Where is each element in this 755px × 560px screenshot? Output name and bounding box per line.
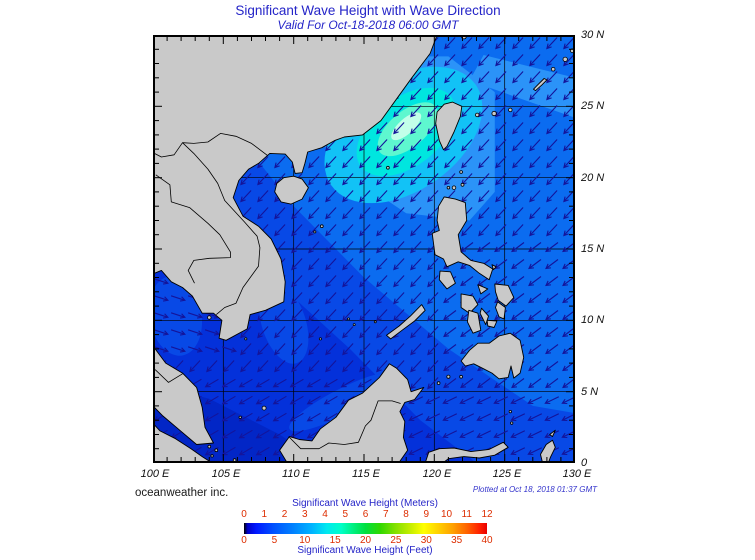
- colorbar-meters-tick: 8: [403, 509, 409, 520]
- colorbar-meters-title: Significant Wave Height (Meters): [292, 498, 438, 509]
- lon-label-120e: 120 E: [422, 468, 452, 480]
- colorbar-feet-tick: 30: [420, 535, 432, 546]
- lat-label-20n: 20 N: [581, 172, 605, 184]
- colorbar-meters-tick: 1: [261, 509, 268, 520]
- colorbar-feet-tick: 5: [271, 535, 278, 546]
- lon-label-125e: 125 E: [492, 468, 522, 480]
- colorbar-feet-tick: 15: [329, 535, 341, 546]
- colorbar-meters-tick: 9: [423, 509, 430, 520]
- lat-label-25n: 25 N: [581, 100, 605, 112]
- colorbar-meters-tick: 3: [301, 509, 308, 520]
- colorbar-meters-tick: 0: [241, 509, 247, 520]
- colorbar-meters-tick: 6: [362, 509, 369, 520]
- lat-label-30n: 30 N: [581, 29, 605, 41]
- plotted-timestamp: Plotted at Oct 18, 2018 01:37 GMT: [472, 485, 597, 494]
- colorbar-feet-title: Significant Wave Height (Feet): [297, 545, 433, 556]
- credit-text: oceanweather inc.: [135, 487, 229, 499]
- colorbar-meters-tick: 12: [481, 509, 493, 520]
- colorbar-meters-tick: 2: [281, 509, 288, 520]
- colorbar-feet-tick: 25: [390, 535, 402, 546]
- colorbar-feet-tick: 35: [451, 535, 463, 546]
- lon-label-105e: 105 E: [211, 468, 241, 480]
- lon-label-115e: 115 E: [352, 468, 380, 480]
- colorbar-meters-tick: 7: [382, 509, 389, 520]
- lon-label-130e: 130 E: [562, 468, 592, 480]
- lon-label-100e: 100 E: [140, 468, 170, 480]
- lat-label-10n: 10 N: [581, 314, 605, 326]
- colorbar-meters-tick: 10: [440, 509, 453, 520]
- lat-label-15n: 15 N: [581, 243, 605, 255]
- colorbar-meters-tick: 11: [461, 509, 472, 520]
- colorbar-feet-tick: 40: [481, 535, 493, 546]
- wave-height-colorbar: [244, 523, 487, 534]
- colorbar-meters-tick: 4: [322, 509, 328, 520]
- page-title: Significant Wave Height with Wave Direct…: [235, 3, 501, 18]
- lon-label-110e: 110 E: [282, 468, 310, 480]
- colorbar-feet-tick: 10: [299, 535, 311, 546]
- colorbar-feet-tick: 20: [359, 535, 372, 546]
- wave-height-map: [153, 35, 575, 463]
- lat-label-5n: 5 N: [581, 386, 599, 398]
- lat-label-0: 0: [581, 457, 588, 469]
- colorbar-meters-tick: 5: [342, 509, 349, 520]
- valid-time-subtitle: Valid For Oct-18-2018 06:00 GMT: [277, 18, 459, 32]
- colorbar-feet-tick: 0: [241, 535, 247, 546]
